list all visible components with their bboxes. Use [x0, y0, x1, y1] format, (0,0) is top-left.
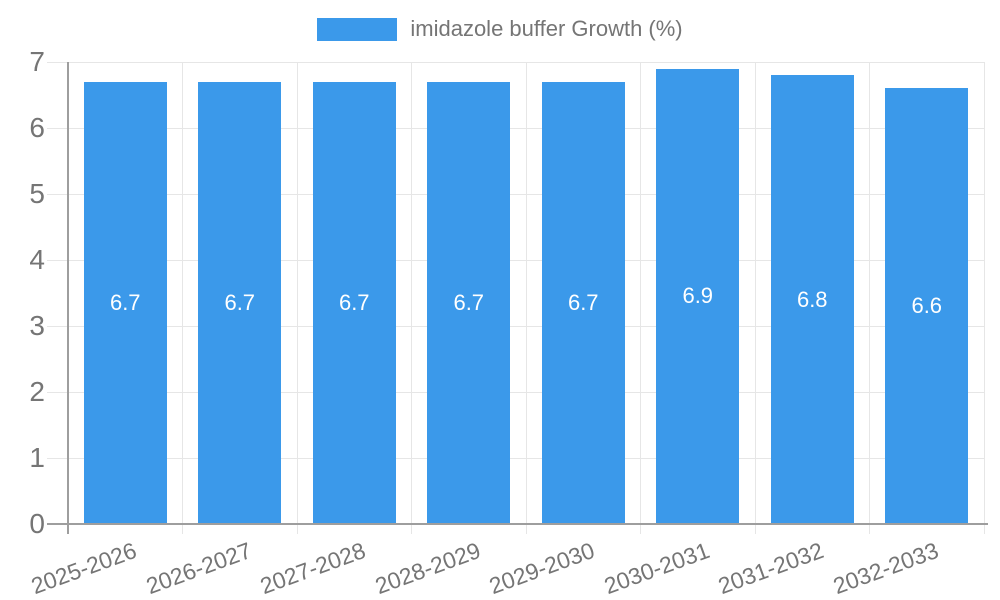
legend-swatch-icon: [317, 17, 398, 41]
x-axis-line: [47, 523, 988, 525]
bar[interactable]: [885, 88, 969, 524]
gridline-v: [983, 62, 985, 534]
gridline-h: [47, 259, 984, 261]
x-axis-tick-label: 2029-2030: [485, 537, 599, 600]
gridline-v: [640, 62, 641, 534]
gridline-h: [47, 127, 984, 129]
legend: imidazole buffer Growth (%): [0, 16, 1000, 42]
x-axis-tick-label: 2030-2031: [600, 537, 713, 600]
y-axis-tick-label: 2: [29, 376, 45, 407]
bar[interactable]: [427, 81, 511, 524]
y-axis-tick-label: 1: [29, 442, 45, 473]
bar[interactable]: [198, 81, 282, 524]
legend-label: imidazole buffer Growth (%): [410, 16, 683, 41]
gridline-h: [47, 457, 984, 459]
legend-item[interactable]: imidazole buffer Growth (%): [317, 16, 683, 42]
gridline-v: [525, 62, 527, 534]
bar[interactable]: [541, 81, 625, 524]
gridline-h: [47, 61, 984, 63]
gridline-v: [869, 62, 870, 534]
y-axis-tick-label: 3: [29, 310, 45, 341]
bar[interactable]: [312, 81, 396, 524]
gridline-v: [754, 62, 756, 534]
gridline-v: [182, 62, 183, 534]
y-axis-tick-label: 6: [29, 112, 45, 143]
y-axis-line: [67, 62, 69, 534]
gridline-v: [411, 62, 412, 534]
bar[interactable]: [770, 75, 854, 524]
x-axis-tick-label: 2031-2032: [714, 537, 828, 600]
x-axis-tick-label: 2032-2033: [829, 537, 942, 600]
y-axis-tick-label: 4: [29, 244, 45, 275]
bar[interactable]: [83, 81, 167, 524]
gridline-v: [296, 62, 298, 534]
y-axis-tick-label: 0: [29, 508, 45, 539]
x-axis-tick-label: 2028-2029: [371, 537, 484, 600]
gridline-h: [47, 391, 984, 393]
y-axis-tick-label: 5: [29, 178, 45, 209]
x-axis-tick-label: 2026-2027: [142, 537, 255, 600]
gridline-h: [47, 325, 984, 327]
x-axis-tick-label: 2025-2026: [27, 537, 141, 600]
x-axis-tick-label: 2027-2028: [256, 537, 370, 600]
gridline-h: [47, 193, 984, 195]
bar[interactable]: [656, 68, 740, 524]
y-axis-tick-label: 7: [29, 46, 45, 77]
